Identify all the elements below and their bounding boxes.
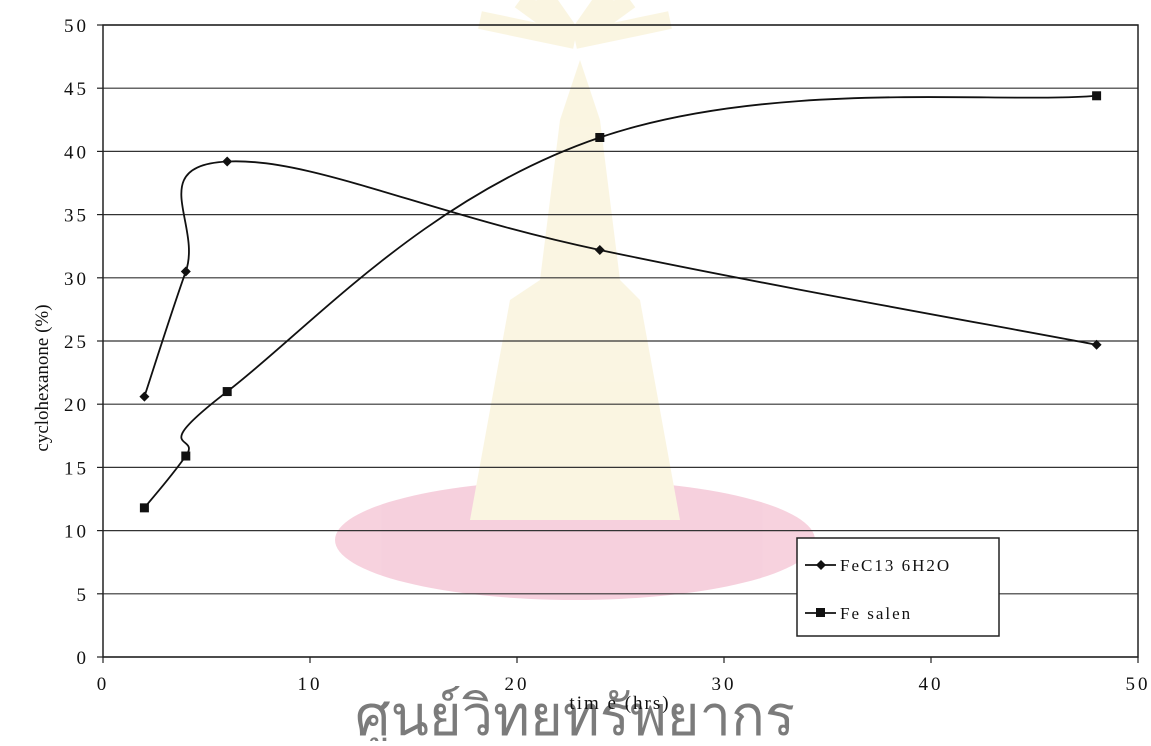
y-tick-labels: 0 5 10 15 20 25 30 35 40 45 50 — [64, 16, 103, 669]
legend-item-1: FeC13 6H2O — [805, 556, 951, 575]
x-tick-label-2: 20 — [505, 674, 530, 695]
series-2-point-3 — [595, 132, 605, 142]
series-2-point-0 — [139, 503, 149, 513]
y-tick-label-7: 35 — [64, 206, 89, 227]
y-tick-label-2: 10 — [64, 522, 89, 543]
series-2-point-1 — [181, 451, 191, 461]
legend: FeC13 6H2O Fe salen — [796, 537, 1000, 637]
series-1-point-2 — [222, 156, 233, 167]
legend-box — [796, 537, 1000, 637]
legend-item-2: Fe salen — [805, 604, 912, 623]
y-axis-title: cyclohexanone (%) — [32, 304, 53, 451]
x-tick-label-3: 30 — [712, 674, 737, 695]
y-tick-label-3: 15 — [64, 458, 89, 479]
legend-label-1: FeC13 6H2O — [840, 556, 951, 575]
series-1-point-4 — [1091, 339, 1102, 350]
x-tick-label-0: 0 — [97, 674, 110, 695]
series-2-point-2 — [222, 387, 232, 397]
legend-label-2: Fe salen — [840, 604, 912, 623]
y-tick-label-4: 20 — [64, 395, 89, 416]
x-tick-label-1: 10 — [298, 674, 323, 695]
legend-square-marker — [816, 608, 825, 617]
watermark-emblem — [335, 0, 815, 600]
x-tick-label-5: 50 — [1126, 674, 1151, 695]
x-axis-title: tim e (hrs) — [569, 693, 670, 714]
series-1-point-1 — [180, 266, 191, 277]
x-tick-labels: 0 10 20 30 40 50 — [97, 657, 1151, 695]
y-tick-label-8: 40 — [64, 142, 89, 163]
y-tick-label-9: 45 — [64, 79, 89, 100]
series-2-point-4 — [1092, 91, 1102, 101]
series-1-point-0 — [139, 391, 150, 402]
series-markers — [139, 91, 1102, 513]
y-tick-label-6: 30 — [64, 269, 89, 290]
legend-diamond-marker — [816, 560, 826, 570]
y-tick-label-5: 25 — [64, 332, 89, 353]
y-tick-label-1: 5 — [77, 585, 90, 606]
y-tick-label-10: 50 — [64, 16, 89, 37]
series-1-point-3 — [594, 244, 605, 255]
y-tick-label-0: 0 — [77, 648, 90, 669]
watermark-text: ศูนย์วิทยทรัพยากร — [355, 686, 795, 741]
x-tick-label-4: 40 — [919, 674, 944, 695]
